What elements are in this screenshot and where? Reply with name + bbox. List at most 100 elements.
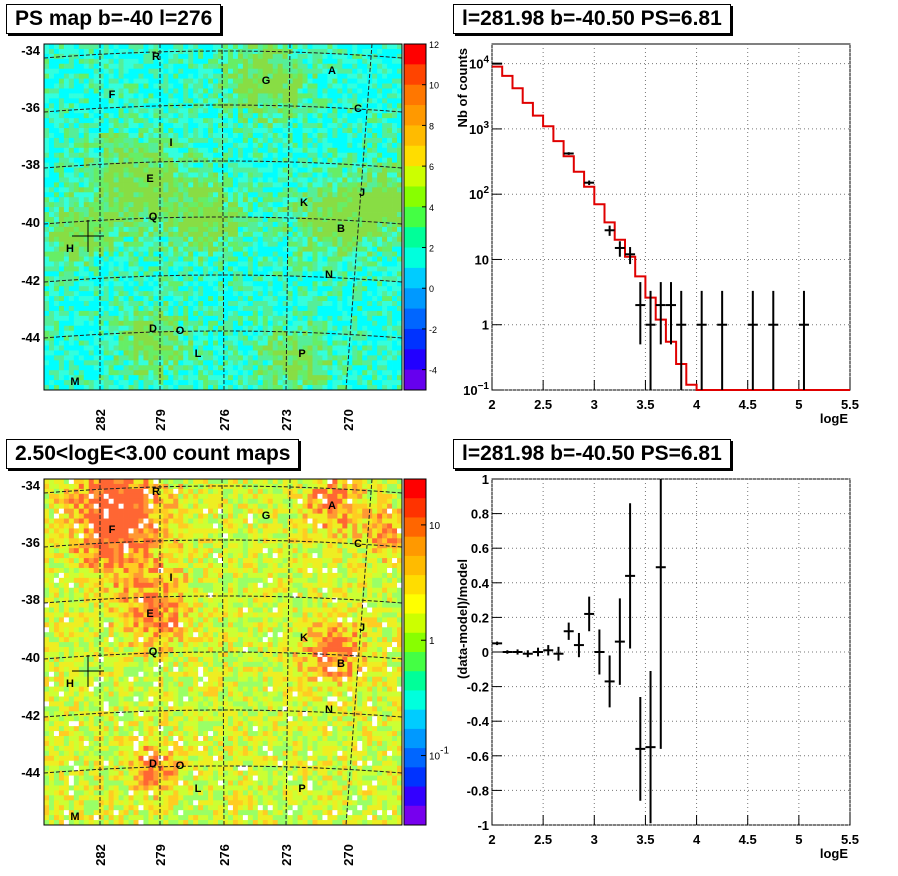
source-label: M: [70, 811, 79, 823]
y-tick-label: -34: [21, 478, 41, 493]
colorbar-segment: [404, 806, 426, 826]
source-label: F: [109, 524, 116, 536]
source-label: F: [109, 89, 116, 101]
source-label: J: [359, 187, 365, 199]
source-label: C: [354, 538, 362, 550]
colorbar-segment: [404, 690, 426, 710]
source-label: B: [337, 223, 345, 235]
colorbar-segment: [404, 575, 426, 595]
y-tick-label: -0.4: [467, 714, 490, 729]
source-label: P: [298, 348, 305, 360]
colorbar-segment: [404, 787, 426, 807]
data-point: [564, 152, 574, 155]
map-pixels: [44, 479, 402, 825]
colorbar-segment: [404, 268, 426, 289]
x-tick-label: 2.5: [534, 397, 552, 412]
x-tick-label: 282: [93, 409, 108, 431]
x-tick-label: 3.5: [636, 397, 654, 412]
colorbar-segment: [404, 556, 426, 576]
x-axis-label: logE: [820, 411, 848, 426]
y-tick-label: -42: [21, 273, 40, 288]
colorbar-tick-label: 2: [429, 244, 434, 254]
y-tick-label: -36: [21, 535, 40, 550]
colorbar-segment: [404, 248, 426, 269]
source-label: L: [195, 348, 202, 360]
y-axis-label: Nb of counts: [455, 48, 470, 127]
y-tick-label: -0.2: [467, 680, 489, 695]
x-tick-label: 5: [795, 832, 802, 847]
colorbar-tick-label: 10-1: [429, 746, 449, 763]
colorbar-segment: [404, 44, 426, 65]
x-tick-label: 2: [488, 397, 495, 412]
y-tick-label: 0.4: [471, 576, 490, 591]
source-label: I: [169, 137, 172, 149]
colorbar-segment: [404, 729, 426, 749]
residual-title: l=281.98 b=-40.50 PS=6.81: [453, 439, 731, 469]
source-label: G: [262, 75, 271, 87]
spectrum-title: l=281.98 b=-40.50 PS=6.81: [453, 4, 731, 34]
y-tick-label: -0.6: [467, 749, 489, 764]
source-label: I: [169, 572, 172, 584]
colorbar-tick-label: 0: [429, 284, 434, 294]
x-tick-label: 4.5: [739, 832, 757, 847]
y-tick-label: -40: [21, 650, 40, 665]
y-tick-label: 0.2: [471, 610, 489, 625]
colorbar-segment: [404, 537, 426, 557]
y-tick-label: -1: [477, 818, 489, 833]
colorbar-segment: [404, 633, 426, 653]
data-point: [492, 63, 502, 64]
colorbar-segment: [404, 594, 426, 614]
x-tick-label: 3: [591, 832, 598, 847]
colorbar-segment: [404, 479, 426, 499]
source-label: N: [325, 269, 333, 281]
y-tick-label: 10: [475, 252, 489, 267]
colorbar-segment: [404, 748, 426, 768]
source-label: O: [176, 325, 185, 337]
x-tick-label: 4.5: [739, 397, 757, 412]
colorbar-segment: [404, 652, 426, 672]
x-axis-label: logE: [820, 846, 848, 861]
y-tick-label: -42: [21, 708, 40, 723]
y-tick-label: 0.8: [471, 507, 489, 522]
source-label: M: [70, 376, 79, 388]
x-tick-label: 5: [795, 397, 802, 412]
x-tick-label: 270: [341, 409, 356, 431]
source-label: N: [325, 704, 333, 716]
colorbar-segment: [404, 64, 426, 85]
x-tick-label: 279: [153, 844, 168, 866]
x-tick-label: 4: [693, 832, 701, 847]
colorbar-segment: [404, 186, 426, 207]
colorbar-tick-label: 8: [429, 121, 434, 131]
colorbar-tick-label: -2: [429, 325, 437, 335]
x-tick-label: 5.5: [841, 832, 859, 847]
source-label: R: [152, 486, 160, 498]
x-tick-label: 5.5: [841, 397, 859, 412]
colorbar-tick-label: 4: [429, 203, 434, 213]
y-tick-label: -0.8: [467, 783, 489, 798]
y-tick-label: -34: [21, 43, 41, 58]
colorbar-tick-label: 1: [429, 636, 435, 647]
y-tick-label: -40: [21, 215, 40, 230]
y-tick-label: -36: [21, 100, 40, 115]
colorbar-segment: [404, 309, 426, 330]
y-tick-label: 103: [469, 120, 489, 137]
colorbar-segment: [404, 329, 426, 350]
x-tick-label: 282: [93, 844, 108, 866]
source-label: R: [152, 51, 160, 63]
colorbar-segment: [404, 166, 426, 187]
colorbar-segment: [404, 498, 426, 518]
y-tick-label: -44: [21, 765, 41, 780]
source-label: D: [149, 323, 157, 335]
ps-map-title: PS map b=-40 l=276: [6, 4, 221, 34]
colorbar-segment: [404, 767, 426, 787]
source-label: O: [176, 760, 185, 772]
y-tick-label: 1: [482, 475, 489, 487]
colorbar-segment: [404, 85, 426, 106]
source-label: K: [300, 197, 308, 209]
